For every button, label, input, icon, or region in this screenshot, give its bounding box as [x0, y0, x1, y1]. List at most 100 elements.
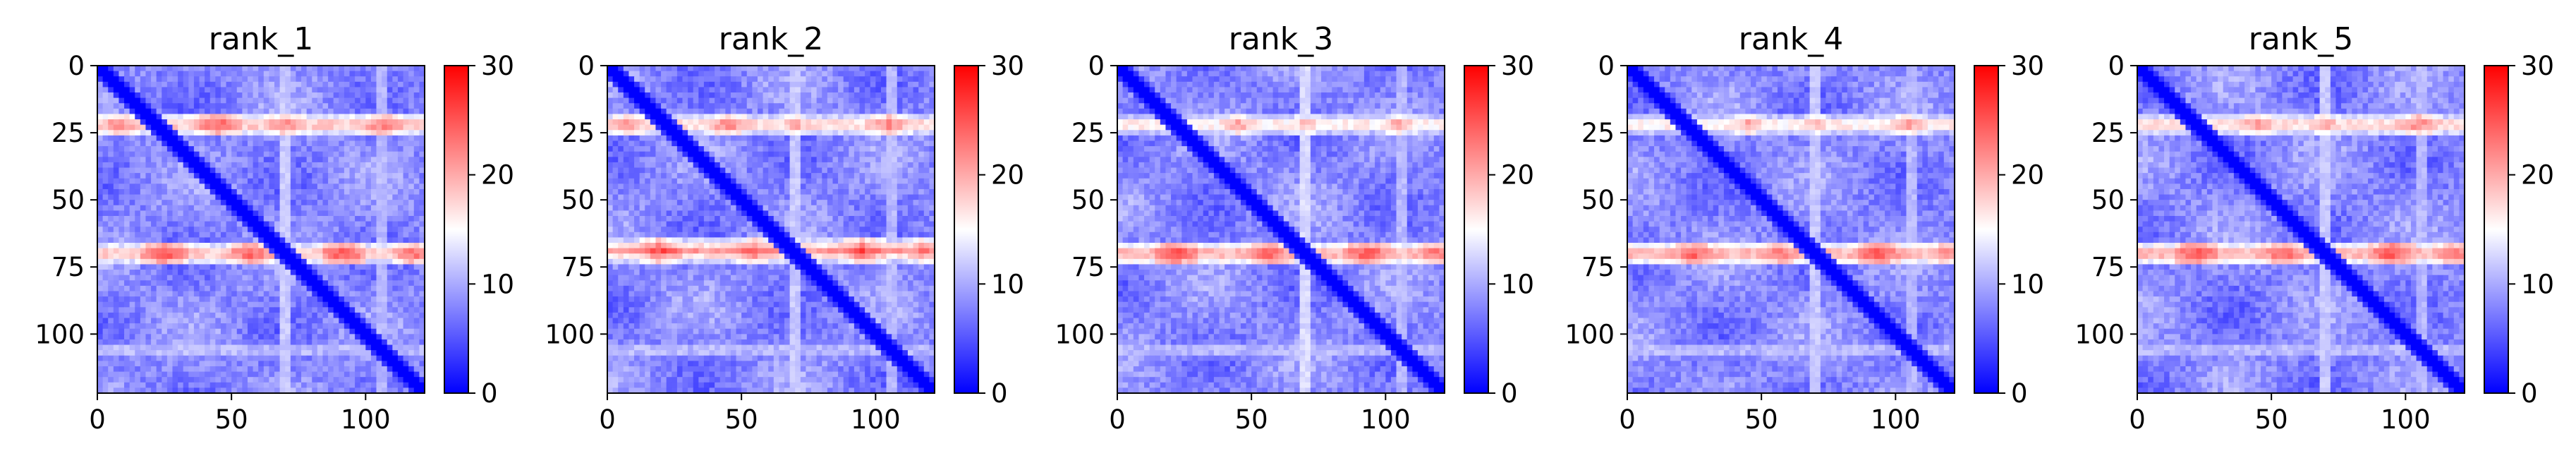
heatmap-cell [119, 377, 125, 383]
heatmap-cell [306, 312, 312, 319]
heatmap-cell [145, 87, 152, 93]
heatmap-cell [172, 146, 178, 152]
heatmap-cell [328, 97, 334, 104]
heatmap-cell [151, 119, 157, 126]
heatmap-cell [209, 371, 216, 378]
heatmap-cell [119, 188, 125, 196]
heatmap-cell [220, 382, 227, 388]
heatmap-cell [301, 178, 308, 184]
heatmap-cell [403, 253, 409, 260]
heatmap-cell [102, 355, 109, 361]
heatmap-cell [253, 296, 259, 303]
heatmap-cell [827, 130, 834, 136]
heatmap-cell [859, 135, 865, 142]
heatmap-cell [907, 130, 914, 136]
heatmap-cell [269, 328, 275, 335]
heatmap-cell [151, 81, 157, 88]
heatmap-cell [365, 108, 372, 115]
heatmap-cell [162, 66, 168, 72]
heatmap-cell [162, 151, 168, 157]
heatmap-cell [178, 108, 184, 115]
heatmap-cell [795, 124, 801, 131]
heatmap-cell [832, 167, 839, 174]
heatmap-cell [763, 151, 769, 157]
heatmap-cell [279, 366, 286, 373]
heatmap-cell [306, 270, 312, 276]
heatmap-cell [124, 377, 130, 383]
heatmap-cell [193, 366, 200, 373]
heatmap-cell [151, 157, 157, 163]
heatmap-cell [172, 167, 178, 174]
heatmap-cell [172, 194, 178, 200]
heatmap-cell [129, 157, 135, 163]
heatmap-cell [301, 215, 308, 222]
heatmap-cell [408, 377, 415, 383]
heatmap-cell [226, 312, 232, 319]
heatmap-cell [166, 328, 174, 335]
heatmap-cell [242, 76, 248, 83]
heatmap-cell [178, 194, 184, 200]
heatmap-cell [875, 124, 882, 131]
heatmap-cell [290, 243, 297, 249]
heatmap-cell [886, 92, 892, 99]
heatmap-cell [719, 130, 726, 136]
heatmap-cell [166, 258, 174, 265]
heatmap-cell [215, 130, 221, 136]
heatmap-cell [119, 275, 125, 281]
heatmap-cell [102, 157, 109, 163]
heatmap-cell [258, 227, 265, 233]
heatmap-cell [397, 296, 404, 303]
heatmap-cell [365, 66, 372, 72]
heatmap-cell [183, 270, 189, 276]
heatmap-cell [178, 382, 184, 388]
heatmap-cell [698, 146, 705, 152]
heatmap-cell [376, 71, 382, 77]
heatmap-cell [129, 323, 135, 330]
heatmap-cell [822, 97, 828, 104]
heatmap-cell [800, 119, 807, 126]
heatmap-cell [413, 151, 420, 157]
heatmap-cell [183, 114, 189, 120]
heatmap-cell [215, 248, 221, 254]
heatmap-cell [145, 71, 152, 77]
heatmap-cell [178, 92, 184, 99]
heatmap-cell [360, 178, 366, 184]
heatmap-cell [209, 328, 216, 335]
heatmap-cell [124, 87, 130, 93]
heatmap-cell [108, 178, 114, 184]
heatmap-cell [312, 130, 318, 136]
heatmap-cell [236, 227, 243, 233]
heatmap-cell [296, 253, 302, 260]
heatmap-cell [322, 81, 329, 88]
heatmap-cell [355, 140, 361, 147]
heatmap-cell [413, 124, 420, 131]
heatmap-cell [317, 382, 324, 388]
heatmap-cell [757, 157, 764, 163]
heatmap-cell [676, 157, 684, 163]
heatmap-cell [886, 135, 892, 142]
heatmap-cell [269, 323, 275, 330]
heatmap-cell [140, 258, 147, 265]
heatmap-cell [231, 248, 238, 254]
heatmap-cell [231, 135, 238, 142]
heatmap-cell [296, 339, 302, 346]
heatmap-cell [403, 237, 409, 243]
heatmap-cell [339, 173, 345, 179]
heatmap-cell [392, 215, 399, 222]
heatmap-cell [220, 76, 227, 83]
heatmap-cell [741, 114, 748, 120]
heatmap-cell [322, 258, 329, 265]
heatmap-cell [290, 232, 297, 239]
heatmap-cell [795, 87, 801, 93]
heatmap-cell [205, 103, 211, 109]
heatmap-cell [370, 162, 377, 169]
heatmap-cell [853, 119, 861, 126]
heatmap-cell [193, 167, 200, 174]
heatmap-cell [339, 285, 345, 292]
heatmap-cell [408, 328, 415, 335]
heatmap-cell [349, 81, 356, 88]
heatmap-cell [312, 108, 318, 115]
heatmap-cell [365, 323, 372, 330]
heatmap-cell [209, 366, 216, 373]
heatmap-cell [215, 87, 221, 93]
